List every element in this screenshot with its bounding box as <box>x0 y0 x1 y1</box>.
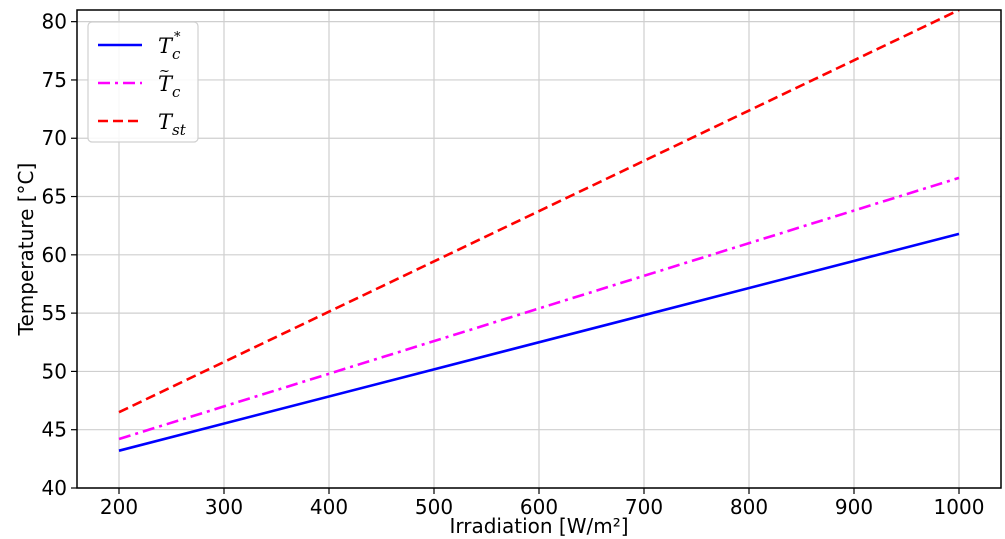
x-tick-label: 200 <box>100 495 138 519</box>
x-axis-label: Irradiation [W/m²] <box>449 514 628 538</box>
legend-box <box>87 21 199 143</box>
legend-accent-1: ~ <box>159 64 170 79</box>
y-tick-label: 80 <box>42 10 67 34</box>
x-tick-label: 900 <box>835 495 873 519</box>
legend-label-0: Tc <box>158 34 181 63</box>
x-tick-label: 800 <box>730 495 768 519</box>
y-tick-label: 55 <box>42 301 67 325</box>
y-tick-label: 50 <box>42 359 67 383</box>
y-axis-ticks: 40 45 50 55 60 65 70 75 80 <box>42 10 77 500</box>
x-axis-ticks: 200 300 400 500 600 700 800 900 1000 <box>100 488 985 519</box>
series-line-0 <box>118 232 960 452</box>
legend-superscript-0: * <box>174 30 181 45</box>
y-axis-label: Temperature [°C] <box>14 163 38 337</box>
y-tick-label: 45 <box>42 418 67 442</box>
x-tick-label: 1000 <box>934 495 985 519</box>
y-tick-label: 60 <box>42 243 67 267</box>
legend: Tc*Tc~Tst <box>87 21 199 143</box>
legend-label-2: Tst <box>158 110 187 139</box>
y-tick-label: 65 <box>42 185 67 209</box>
series-line-1 <box>118 176 960 441</box>
y-tick-label: 75 <box>42 68 67 92</box>
x-tick-label: 300 <box>205 495 243 519</box>
x-tick-label: 600 <box>520 495 558 519</box>
series-layer <box>118 10 960 452</box>
legend-label-1: Tc <box>158 72 181 101</box>
y-tick-label: 40 <box>42 476 67 500</box>
x-tick-label: 500 <box>415 495 453 519</box>
series-line-2 <box>118 10 960 414</box>
x-tick-label: 700 <box>625 495 663 519</box>
grid-lines <box>77 10 1001 489</box>
y-tick-label: 70 <box>42 126 67 150</box>
x-tick-label: 400 <box>310 495 348 519</box>
